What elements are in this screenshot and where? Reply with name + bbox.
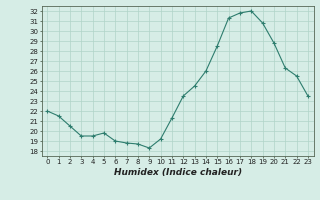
X-axis label: Humidex (Indice chaleur): Humidex (Indice chaleur) (114, 168, 242, 177)
